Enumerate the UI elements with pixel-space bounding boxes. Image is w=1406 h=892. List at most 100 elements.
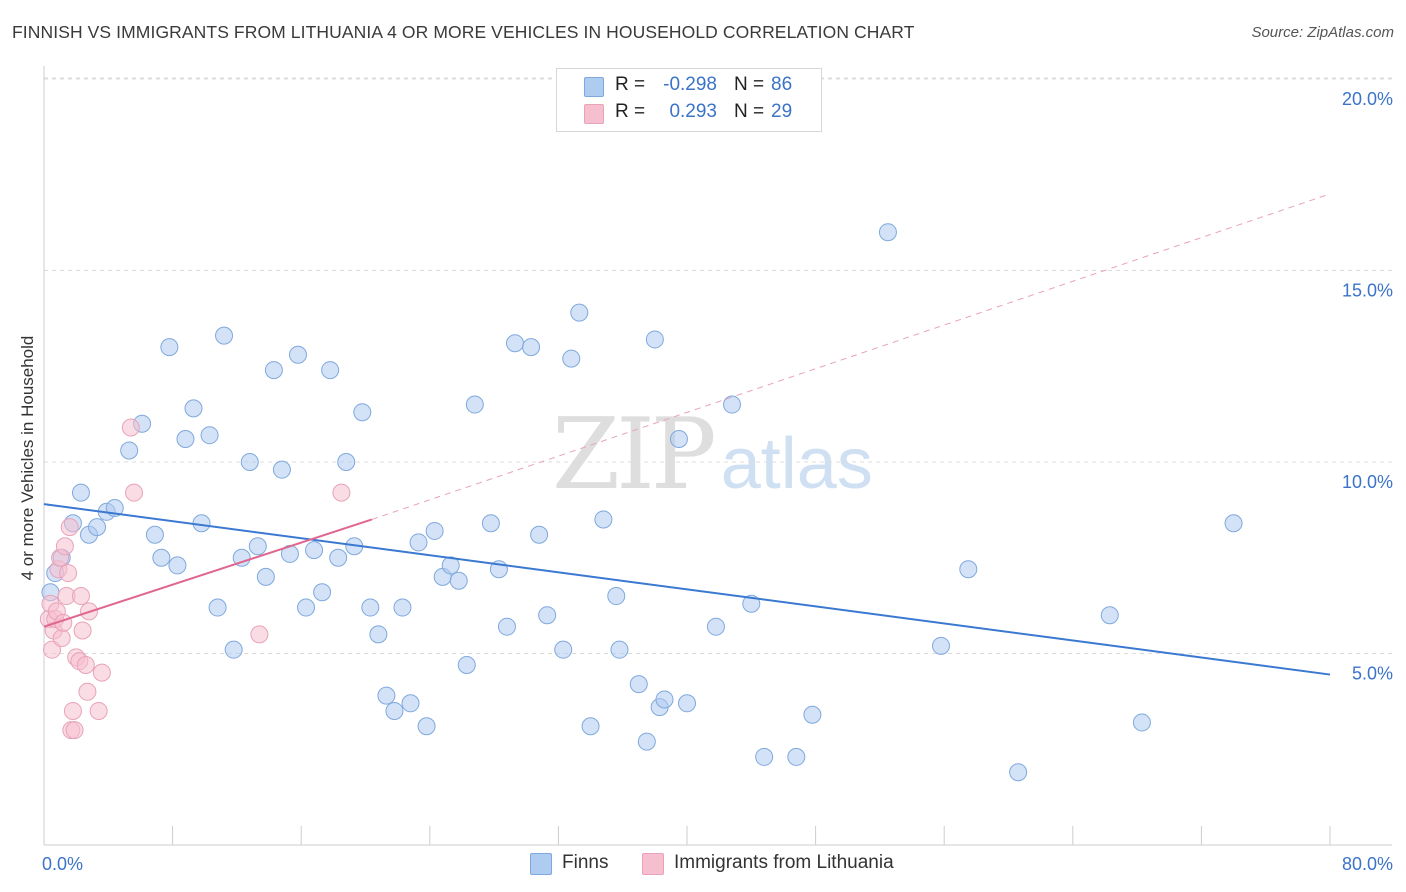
data-point-lithuania <box>60 518 79 537</box>
data-point-finns <box>321 361 340 380</box>
data-point-finns <box>248 537 267 556</box>
data-point-finns <box>71 483 90 502</box>
trend-line-lithuania <box>43 518 373 628</box>
trend-line-lithuania-extended <box>371 193 1331 520</box>
data-point-finns <box>465 395 484 414</box>
data-point-finns <box>264 361 283 380</box>
data-point-finns <box>1009 763 1028 782</box>
watermark-zip: ZIP <box>552 398 717 512</box>
data-point-finns <box>353 403 372 422</box>
data-point-finns <box>570 303 589 322</box>
legend-swatch-lithuania <box>584 104 604 124</box>
data-point-finns <box>449 571 468 590</box>
data-point-finns <box>629 675 648 694</box>
data-point-finns <box>645 330 664 349</box>
x-tick-label: 80.0% <box>1342 854 1393 874</box>
data-point-lithuania <box>250 625 269 644</box>
legend-swatch-finns <box>584 77 604 97</box>
data-point-finns <box>329 548 348 567</box>
data-point-lithuania <box>65 721 84 740</box>
data-point-finns <box>215 326 234 345</box>
data-point-finns <box>959 560 978 579</box>
x-tick-label: 0.0% <box>42 854 83 874</box>
data-point-finns <box>637 732 656 751</box>
data-point-finns <box>401 694 420 713</box>
data-point-finns <box>755 747 774 766</box>
data-point-finns <box>272 460 291 479</box>
data-point-finns <box>742 594 761 613</box>
data-point-finns <box>581 717 600 736</box>
grid-lines <box>44 77 1392 654</box>
data-point-finns <box>385 701 404 720</box>
trend-lines <box>43 193 1331 676</box>
y-tick-label: 5.0% <box>1352 664 1393 684</box>
data-point-finns <box>377 686 396 705</box>
data-point-finns <box>361 598 380 617</box>
data-point-finns <box>305 541 324 560</box>
stats-legend: R = -0.298 N = 86 R = 0.293 N = 29 <box>556 68 822 132</box>
data-point-lithuania <box>73 621 92 640</box>
data-point-finns <box>878 223 897 242</box>
data-point-finns <box>610 640 629 659</box>
data-point-lithuania <box>332 483 351 502</box>
data-point-finns <box>554 640 573 659</box>
data-point-finns <box>457 655 476 674</box>
data-point-finns <box>441 556 460 575</box>
data-point-finns <box>176 430 195 449</box>
data-point-lithuania <box>59 564 78 583</box>
legend-label-finns: Finns <box>562 852 609 873</box>
data-point-finns <box>562 349 581 368</box>
data-point-lithuania <box>89 701 108 720</box>
legend-swatch-lithuania <box>642 853 664 875</box>
tick-labels: 5.0% 10.0% 15.0% 20.0% 0.0% 80.0% <box>42 89 1393 874</box>
legend-r-label: R = <box>615 74 646 95</box>
data-point-finns <box>522 338 541 357</box>
data-point-finns <box>787 747 806 766</box>
data-point-finns <box>224 640 243 659</box>
data-point-finns <box>152 548 171 567</box>
legend-label-lithuania: Immigrants from Lithuania <box>674 852 894 873</box>
data-point-finns <box>160 338 179 357</box>
legend-n-label: N = <box>734 74 765 95</box>
watermark: ZIP atlas <box>552 398 873 512</box>
axes <box>43 66 1392 846</box>
data-points <box>39 223 1243 782</box>
watermark-atlas: atlas <box>720 424 873 504</box>
chart-title: FINNISH VS IMMIGRANTS FROM LITHUANIA 4 O… <box>12 22 915 42</box>
legend-r-value: 0.293 <box>669 101 717 122</box>
data-point-lithuania <box>125 483 144 502</box>
data-point-finns <box>256 567 275 586</box>
data-point-lithuania <box>92 663 111 682</box>
data-point-finns <box>369 625 388 644</box>
data-point-finns <box>497 617 516 636</box>
data-point-finns <box>208 598 227 617</box>
data-point-finns <box>678 694 696 713</box>
data-point-lithuania <box>121 418 140 437</box>
data-point-finns <box>313 583 332 602</box>
legend-swatch-finns <box>530 853 552 875</box>
data-point-finns <box>655 690 674 709</box>
data-point-finns <box>481 514 500 533</box>
data-point-lithuania <box>55 537 74 556</box>
legend-row-lithuania: R = 0.293 N = 29 <box>557 100 821 126</box>
series-legend: Finns Immigrants from Lithuania <box>0 852 1406 876</box>
legend-row-finns: R = -0.298 N = 86 <box>557 73 821 99</box>
y-tick-label: 15.0% <box>1342 281 1393 301</box>
data-point-finns <box>168 556 187 575</box>
data-point-lithuania <box>52 629 71 648</box>
data-point-finns <box>288 345 307 364</box>
data-point-finns <box>297 598 316 617</box>
legend-n-label: N = <box>734 101 765 122</box>
data-point-finns <box>88 518 107 537</box>
data-point-finns <box>931 636 950 655</box>
data-point-finns <box>425 521 444 540</box>
data-point-finns <box>706 617 725 636</box>
legend-n-value: 86 <box>771 74 793 95</box>
data-point-finns <box>538 606 557 625</box>
trend-line-finns <box>43 503 1331 676</box>
data-point-finns <box>607 587 626 606</box>
data-point-finns <box>393 598 412 617</box>
data-point-finns <box>232 548 251 567</box>
data-point-finns <box>184 399 203 418</box>
